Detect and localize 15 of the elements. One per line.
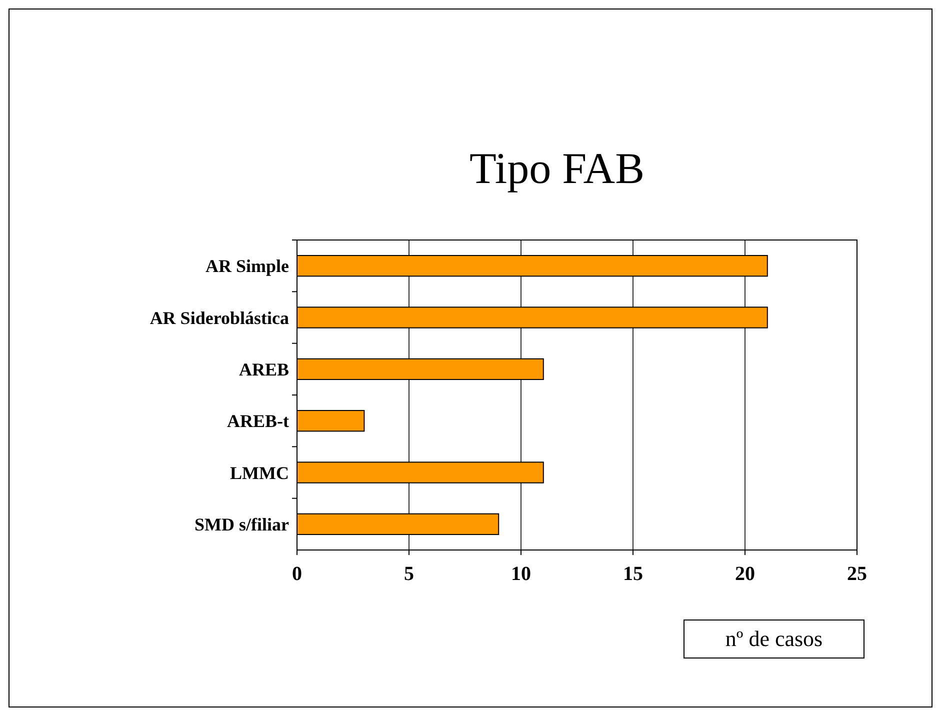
y-tick-label: AR Sideroblástica xyxy=(150,308,289,328)
bar xyxy=(296,410,365,432)
y-tick-label: LMMC xyxy=(230,462,289,483)
y-tick-label: AR Simple xyxy=(205,256,289,276)
x-tick-label: 15 xyxy=(623,563,643,585)
x-tick-label: 5 xyxy=(404,563,414,585)
y-tick-label: SMD s/filiar xyxy=(194,514,289,534)
x-tick-label: 25 xyxy=(847,563,867,585)
y-tick-label: AREB-t xyxy=(227,411,290,432)
x-tick-label: 0 xyxy=(292,563,302,585)
x-axis-title: nº de casos xyxy=(725,626,823,651)
x-tick-label: 10 xyxy=(511,563,531,585)
x-tick-label: 20 xyxy=(735,563,755,585)
chart-title: Tipo FAB xyxy=(470,144,644,193)
y-tick-label: AREB xyxy=(238,359,289,380)
